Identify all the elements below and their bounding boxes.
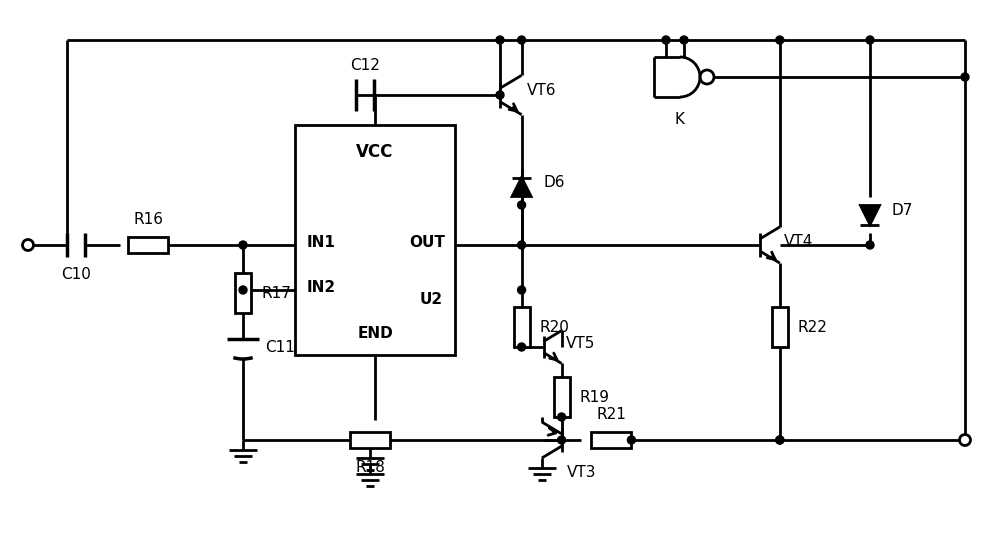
Circle shape bbox=[627, 436, 635, 444]
Polygon shape bbox=[860, 205, 880, 225]
Bar bbox=[128, 237, 168, 253]
Text: VCC: VCC bbox=[356, 143, 394, 161]
Text: C11: C11 bbox=[265, 340, 295, 354]
Text: C12: C12 bbox=[350, 58, 380, 73]
Bar bbox=[554, 377, 570, 417]
Circle shape bbox=[558, 413, 566, 421]
Text: R16: R16 bbox=[133, 212, 163, 227]
Text: VT6: VT6 bbox=[527, 82, 556, 98]
Text: R17: R17 bbox=[261, 286, 291, 300]
Circle shape bbox=[662, 36, 670, 44]
Text: VT4: VT4 bbox=[784, 233, 813, 249]
Text: IN2: IN2 bbox=[307, 280, 336, 294]
Circle shape bbox=[680, 36, 688, 44]
Circle shape bbox=[518, 36, 526, 44]
Text: END: END bbox=[357, 325, 393, 341]
Circle shape bbox=[776, 36, 784, 44]
Circle shape bbox=[239, 286, 247, 294]
Circle shape bbox=[776, 436, 784, 444]
Bar bbox=[350, 432, 390, 448]
Text: R18: R18 bbox=[355, 460, 385, 475]
Bar bbox=[772, 307, 788, 347]
Text: D7: D7 bbox=[892, 203, 913, 217]
Text: R20: R20 bbox=[540, 319, 569, 335]
Bar bbox=[295, 125, 455, 355]
Text: R19: R19 bbox=[580, 390, 610, 404]
Text: VT3: VT3 bbox=[567, 465, 596, 480]
Text: IN1: IN1 bbox=[307, 234, 336, 250]
Circle shape bbox=[496, 91, 504, 99]
Text: U2: U2 bbox=[420, 293, 443, 307]
Circle shape bbox=[866, 36, 874, 44]
Text: D6: D6 bbox=[544, 174, 565, 190]
Circle shape bbox=[518, 201, 526, 209]
Text: OUT: OUT bbox=[409, 234, 445, 250]
Bar bbox=[591, 432, 631, 448]
Circle shape bbox=[518, 241, 526, 249]
Bar bbox=[514, 307, 530, 347]
Text: R22: R22 bbox=[798, 319, 828, 335]
Circle shape bbox=[866, 241, 874, 249]
Circle shape bbox=[558, 436, 566, 444]
Circle shape bbox=[776, 436, 784, 444]
Text: R21: R21 bbox=[596, 407, 626, 422]
Text: K: K bbox=[675, 112, 685, 127]
Circle shape bbox=[518, 286, 526, 294]
Circle shape bbox=[961, 73, 969, 81]
Circle shape bbox=[239, 241, 247, 249]
Polygon shape bbox=[512, 178, 531, 197]
Text: VT5: VT5 bbox=[566, 336, 595, 350]
Bar bbox=[235, 273, 251, 313]
Circle shape bbox=[496, 36, 504, 44]
Text: C10: C10 bbox=[61, 267, 91, 282]
Circle shape bbox=[518, 343, 526, 351]
